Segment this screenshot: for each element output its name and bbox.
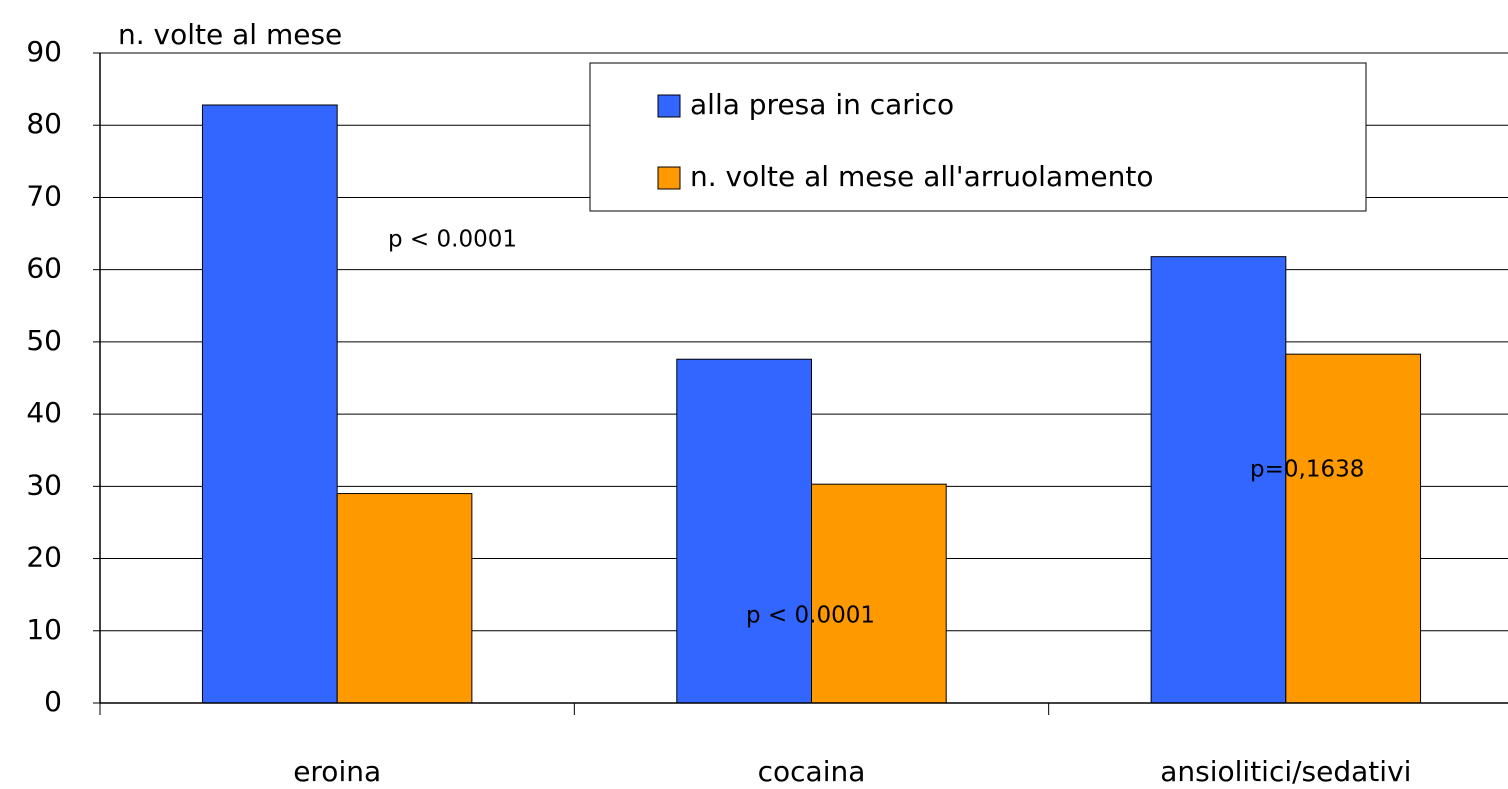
y-axis-label: n. volte al mese: [118, 18, 342, 51]
bar: [676, 358, 812, 704]
x-tick-label: ansiolitici/sedativi: [1160, 755, 1411, 788]
legend: [589, 62, 1367, 212]
annotation: p < 0.0001: [388, 227, 517, 253]
x-tick-label: cocaina: [758, 755, 866, 788]
legend-swatch: [657, 94, 681, 118]
legend-label: alla presa in carico: [690, 88, 954, 121]
x-tick-label: eroina: [293, 755, 381, 788]
y-tick-label: 30: [26, 468, 62, 501]
y-tick-label: 80: [26, 107, 62, 140]
y-tick-label: 70: [26, 179, 62, 212]
bar: [336, 493, 473, 704]
annotation: p < 0.0001: [746, 603, 875, 629]
legend-label: n. volte al mese all'arruolamento: [690, 160, 1153, 193]
y-tick-label: 10: [26, 613, 62, 646]
y-tick-label: 40: [26, 396, 62, 429]
bar: [811, 483, 947, 704]
y-tick-label: 90: [26, 35, 62, 68]
bar: [1285, 353, 1422, 704]
legend-swatch: [657, 166, 681, 190]
bar: [1150, 256, 1287, 704]
y-tick-label: 60: [26, 252, 62, 285]
y-tick-label: 20: [26, 541, 62, 574]
y-tick-label: 50: [26, 324, 62, 357]
bar: [201, 104, 338, 704]
y-tick-label: 0: [44, 685, 62, 718]
annotation: p=0,1638: [1250, 457, 1364, 483]
